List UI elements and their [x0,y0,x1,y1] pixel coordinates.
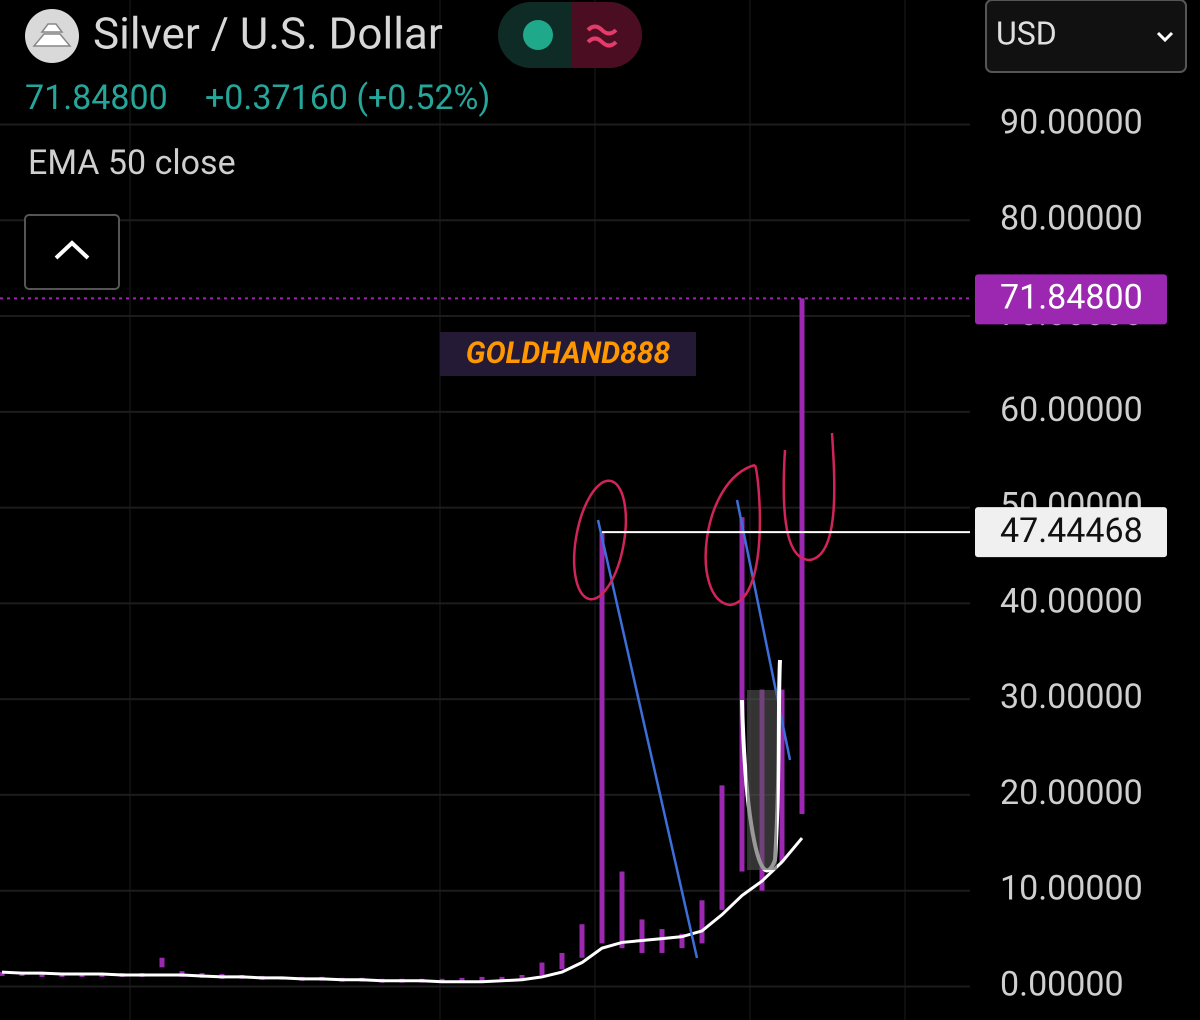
y-tick-label: 90.00000 [1000,102,1143,142]
last-price-label: 71.84800 [1000,277,1143,317]
symbol-title: Silver / U.S. Dollar [93,8,443,60]
last-price-box [975,274,1167,325]
price-bar [0,972,5,976]
price-bar [599,532,605,944]
dropdown-arrow [1156,31,1174,43]
ema-line [1,837,804,984]
plot [0,298,805,984]
price-bar [519,974,525,981]
y-tick-label: 0.00000 [1000,964,1124,1004]
trend-line [735,499,792,761]
shade-box [747,690,777,870]
currency: USD [996,14,1057,52]
last-price: 71.84800 [25,78,168,118]
level-label: 47.44468 [1000,511,1143,551]
price-bar [639,919,645,953]
price-bar [579,924,585,958]
currency-dropdown[interactable] [985,0,1187,73]
price-bar [679,933,685,949]
y-tick-label: 10.00000 [1000,869,1143,909]
price-bar [539,962,545,975]
y-tick-label: 20.00000 [1000,773,1143,813]
silver-bars-icon [32,23,72,47]
y-tick-label: 60.00000 [1000,390,1143,430]
price-bar [659,929,665,953]
price-bar [479,976,485,982]
collapse-button[interactable] [24,214,120,290]
annotations [572,432,836,959]
trend-line [596,519,699,959]
price-bar [559,952,565,970]
delayed-icon [586,24,618,48]
price-bar [779,689,785,862]
market-open-dot [523,20,553,50]
price-bar [39,973,45,977]
price-bar [719,785,725,910]
price-bar [619,871,625,949]
grid [0,0,970,1020]
level-box [975,507,1167,558]
watermark-bg [440,332,696,376]
price-bar [699,900,705,944]
watermark: GOLDHAND888 [466,336,671,371]
price-change: +0.37160 (+0.52%) [205,78,490,118]
y-tick-label: 40.00000 [1000,581,1143,621]
price-bar [739,517,745,872]
circle-mark [704,463,762,607]
indicator-label: EMA 50 close [28,143,236,183]
u-mark [782,432,836,562]
price-bar [799,298,805,815]
y-tick-label: 30.00000 [1000,677,1143,717]
y-tick-label: 80.00000 [1000,198,1143,238]
chevron-up [54,240,90,260]
circle-mark [572,479,628,601]
price-bar [159,957,165,968]
